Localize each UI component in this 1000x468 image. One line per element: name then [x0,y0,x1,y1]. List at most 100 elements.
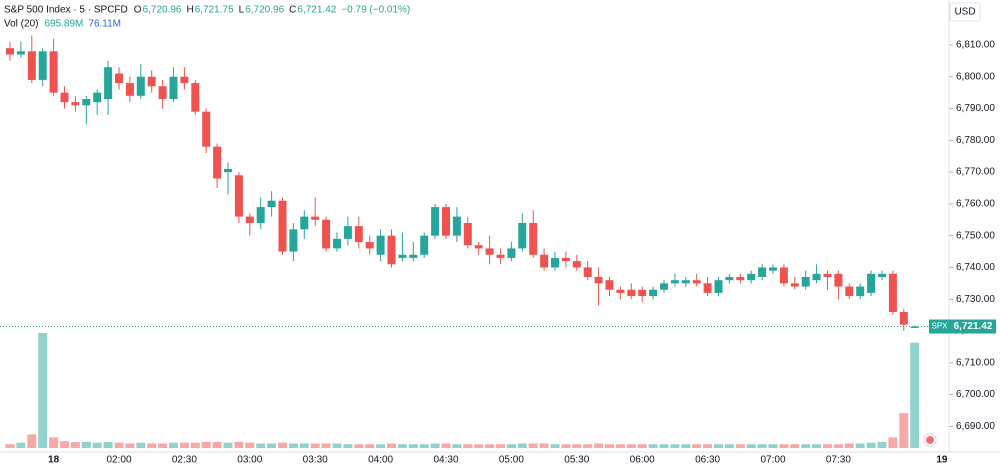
volume-bar [714,444,723,448]
volume-bar [757,444,767,448]
candle-body [899,311,908,325]
volume-bar [539,443,549,448]
candle-body [300,216,309,230]
candle-body [147,76,156,87]
volume-bar [801,444,811,448]
price-tag-symbol: SPX [931,322,948,331]
candle-body [867,273,876,293]
volume-bar [354,444,364,448]
x-tick-label: 03:30 [303,455,328,466]
volume-bar [463,444,473,448]
candle-body [812,273,821,281]
candle-body [191,83,200,112]
x-tick-label: 07:00 [760,455,785,466]
candle-body [38,51,47,80]
legend-volume: 695.89M [44,19,83,30]
legend-c-label: C [289,5,296,16]
candle-body [736,277,745,281]
volume-bar [659,444,669,448]
candle-body [234,175,243,217]
candle-body [376,235,385,255]
candle-body [790,283,799,287]
vol-label: Vol (20) [4,19,38,30]
candle-body [224,168,232,173]
candle-body [104,67,113,99]
y-tick-label: 6,690.00 [956,421,995,432]
volume-bar [201,441,211,448]
candle-body [670,280,679,284]
volume-bar [517,443,527,448]
y-tick-label: 6,810.00 [956,40,995,51]
x-tick-label: 18 [48,455,60,466]
volume-bar [823,444,832,448]
x-tick-label: 05:00 [499,455,524,466]
volume-bar [70,441,80,448]
candle-body [365,242,374,249]
volume-bar [169,442,178,448]
candle-body [856,286,865,297]
candle-body [245,216,254,223]
market-flag-inner [926,436,934,444]
candle-body [333,238,341,249]
volume-bar [692,444,702,448]
price-tag-symbol-bg [929,319,950,334]
currency-button[interactable] [949,2,981,22]
legend-high: 6,721.75 [195,5,234,16]
candle-body [354,226,363,243]
volume-bar [474,444,484,448]
volume-bar [735,444,745,448]
volume-bar [81,441,91,448]
candle-body [16,51,25,55]
y-tick-label: 6,750.00 [956,230,995,241]
volume-bar [288,443,298,448]
y-tick-label: 6,730.00 [956,294,995,305]
volume-bar [681,444,691,448]
volume-bar [550,444,560,448]
candle-body [616,289,625,293]
volume-bar [365,444,375,448]
y-tick-label: 6,760.00 [956,199,995,210]
candle-body [125,83,134,96]
price-tag-bg [950,319,996,334]
x-tick-label: 04:00 [368,455,393,466]
y-tick-label: 6,790.00 [956,103,995,114]
volume-bar [343,444,353,448]
volume-bar [452,444,462,448]
candle-body [572,261,581,268]
candle-body [322,219,331,249]
candle-body [823,273,832,277]
y-tick-label: 6,710.00 [956,357,995,368]
candle-body [6,48,14,55]
volume-bar [670,444,680,448]
volume-bar [583,444,593,448]
candle-body [115,73,123,84]
volume-bar [38,333,48,448]
legend-close: 6,721.42 [297,5,336,16]
candle-body [485,248,494,255]
volume-bar [779,444,789,448]
candle-body [496,254,505,258]
volume-bar [125,443,135,448]
candle-body [878,273,886,277]
volume-bar [430,443,440,448]
candle-body [660,283,668,290]
volume-bar [114,442,124,448]
volume-bar [899,413,909,448]
volume-bar [332,443,342,448]
x-tick-label: 05:30 [564,455,589,466]
candle-body [311,216,320,220]
candle-body [169,76,178,99]
candle-body [627,289,636,297]
candle-body [605,280,614,290]
x-tick-label: 02:30 [172,455,197,466]
candle-body [703,283,712,293]
candle-body [594,277,603,284]
volume-bar [60,441,69,448]
candle-body [60,92,69,103]
candle-body [725,277,734,281]
price-tag-value: 6,721.42 [954,321,993,332]
volume-bar [833,444,843,448]
volume-bar [506,444,516,448]
candle-body [213,146,222,179]
volume-bar [910,342,920,448]
